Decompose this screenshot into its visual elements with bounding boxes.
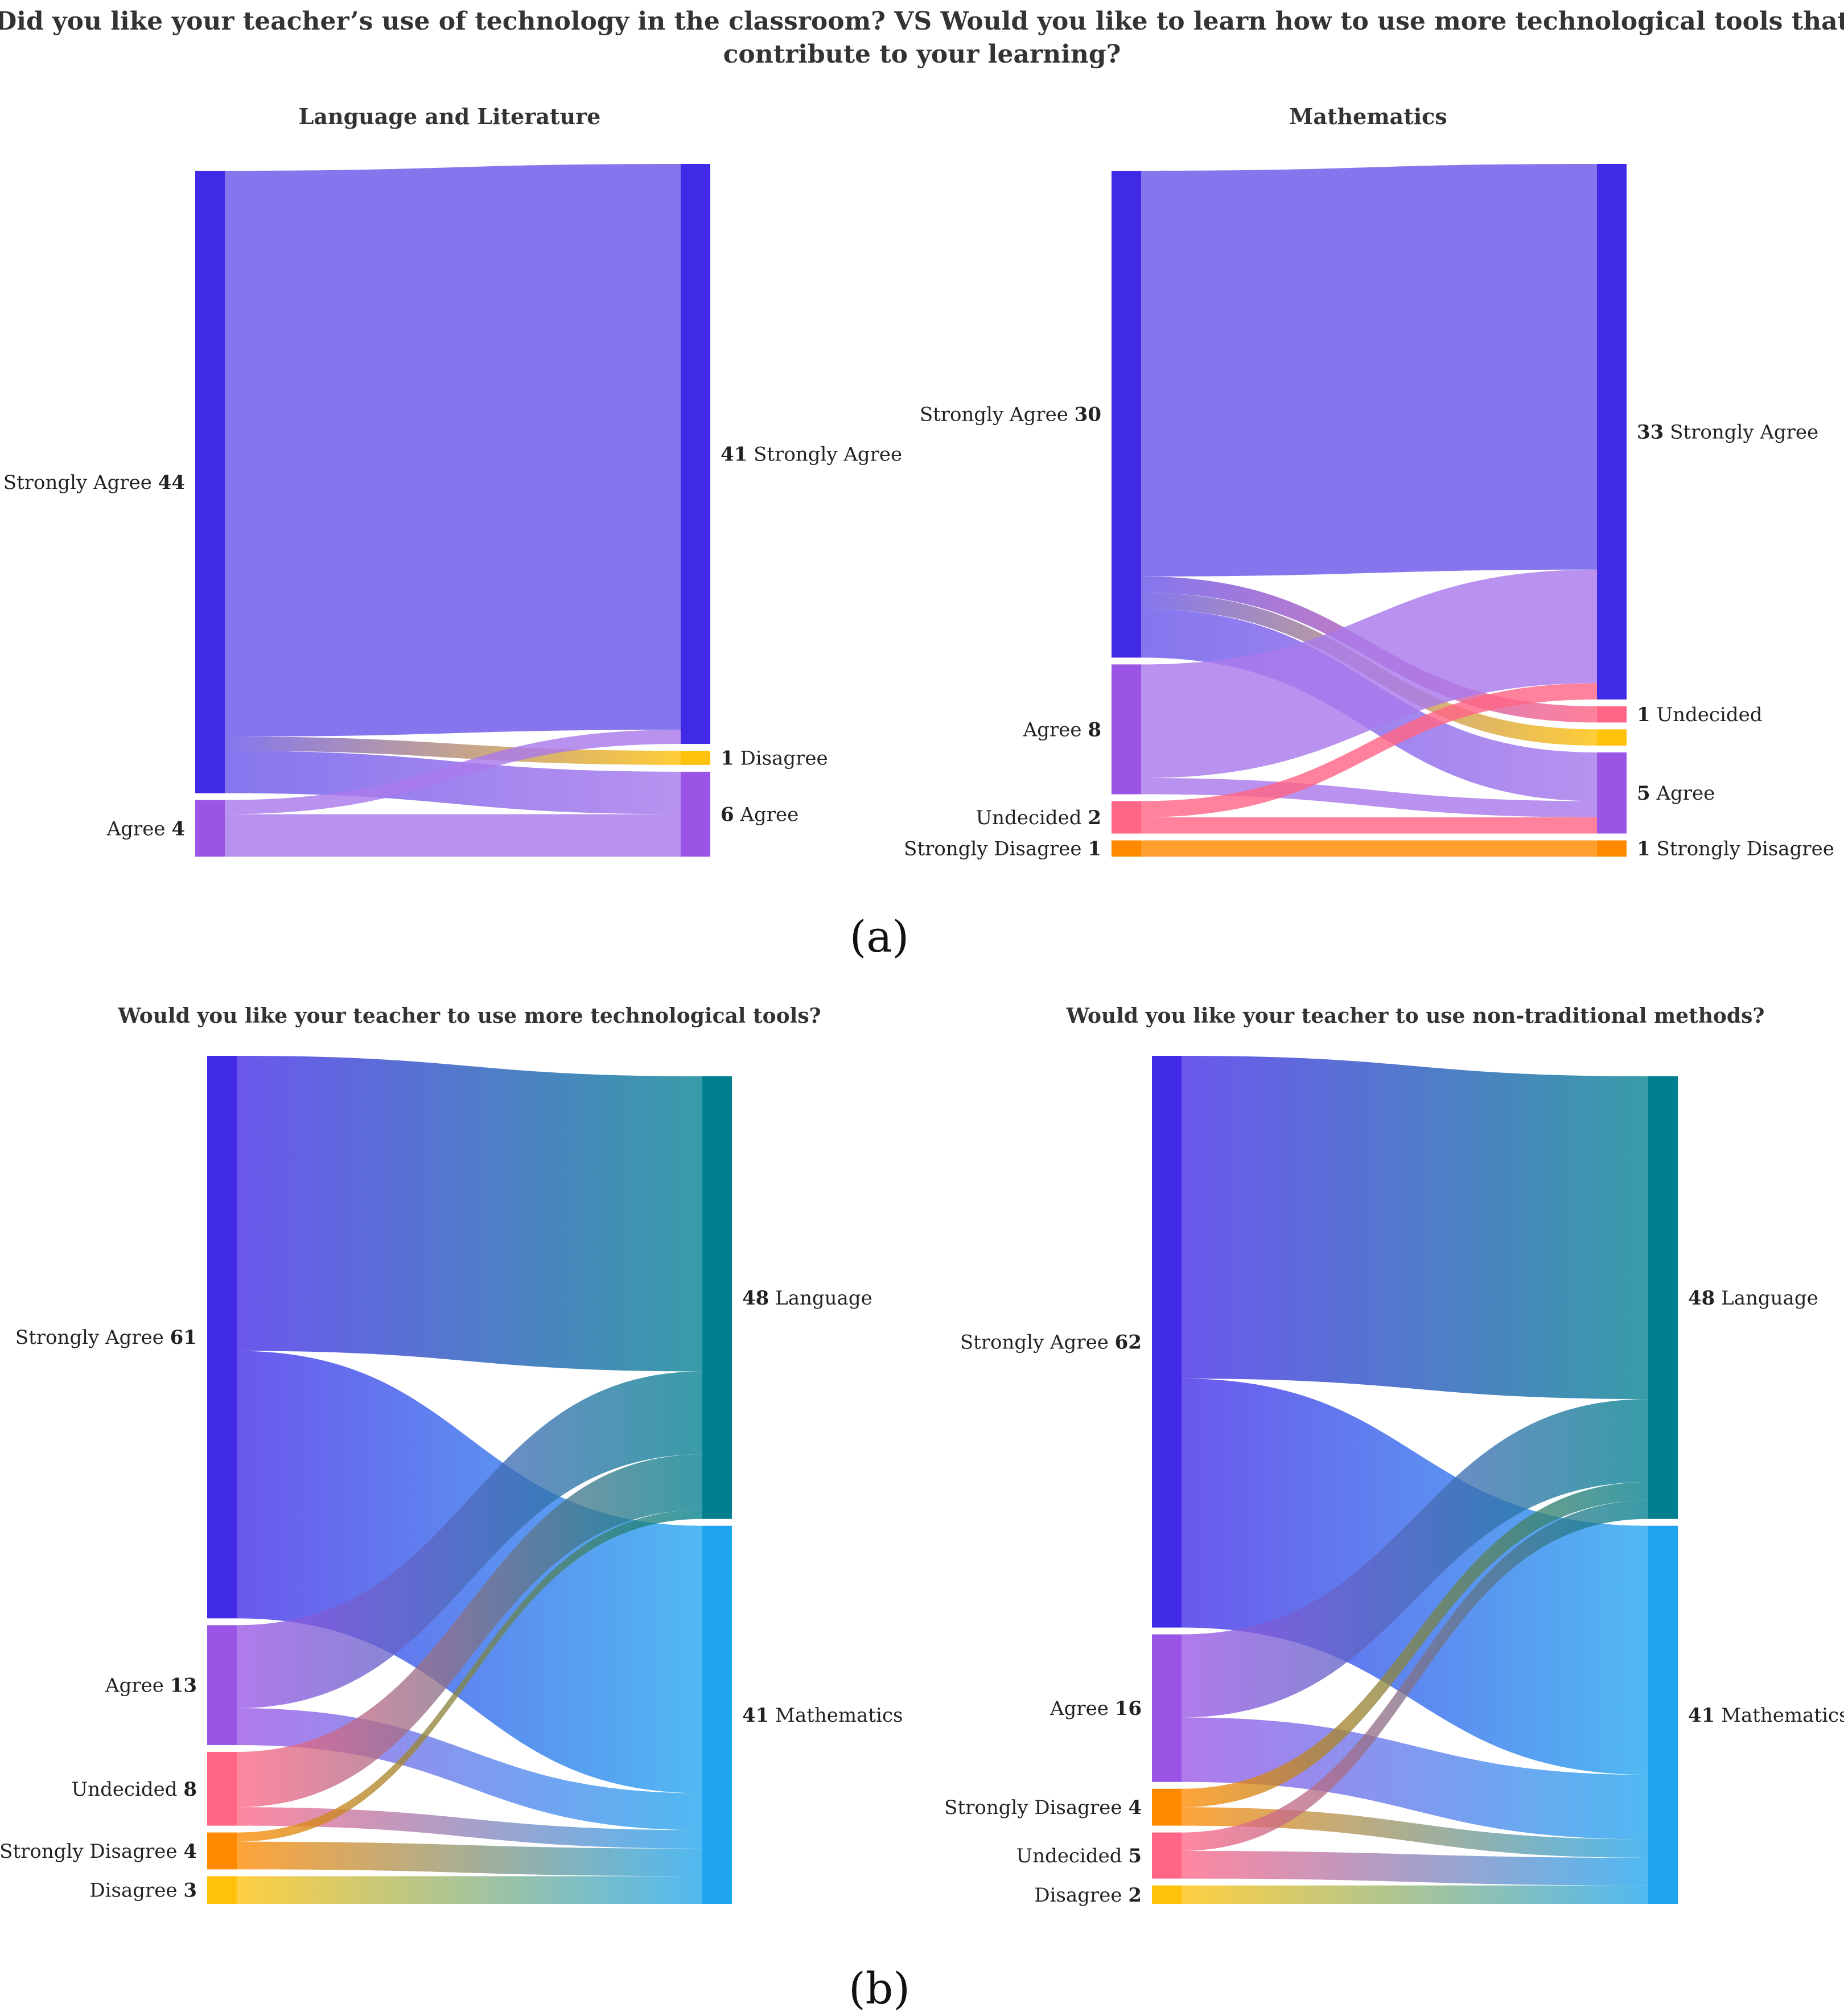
sankey-link-strongly-disagree-to-mathematics bbox=[1182, 1807, 1648, 1858]
sankey-link-strongly-disagree-to-language bbox=[1182, 1482, 1648, 1808]
sankey-mathematics: Mathematics Strongly Agree 30 Agree 8 Undec… bbox=[904, 104, 1834, 861]
chart-title: Mathematics bbox=[1289, 104, 1447, 129]
right-node-disagree bbox=[1597, 729, 1627, 746]
chart-title: Language and Literature bbox=[299, 104, 601, 129]
right-node-language bbox=[702, 1076, 732, 1519]
left-label-undecided: Undecided 2 bbox=[976, 807, 1101, 829]
left-label-agree: Agree 4 bbox=[106, 817, 185, 840]
left-label-strongly-agree: Strongly Agree 61 bbox=[15, 1326, 197, 1349]
sankey-link-agree-to-agree bbox=[225, 814, 681, 857]
sankey-link-disagree-to-mathematics bbox=[237, 1876, 702, 1904]
sankey-link-strongly-agree-to-strongly-agree bbox=[1141, 164, 1597, 577]
panel-a-label: (a) bbox=[850, 911, 909, 962]
left-label-undecided: Undecided 8 bbox=[72, 1778, 197, 1801]
right-node-language bbox=[1648, 1076, 1678, 1519]
right-label-agree: 6 Agree bbox=[721, 803, 798, 826]
sankey-more-technological-tools: Would you like your teacher to use more … bbox=[0, 1004, 903, 1904]
left-node-disagree bbox=[207, 1876, 237, 1904]
left-node-agree bbox=[207, 1625, 237, 1745]
left-node-undecided bbox=[1112, 801, 1141, 834]
main-title-line1: Did you like your teacher’s use of techn… bbox=[0, 7, 1844, 36]
left-node-agree bbox=[1152, 1634, 1182, 1782]
sankey-link-disagree-to-mathematics bbox=[1182, 1885, 1648, 1904]
sankey-non-traditional-methods: Would you like your teacher to use non-t… bbox=[944, 1004, 1844, 1907]
sankey-link-agree-to-language bbox=[237, 1371, 702, 1709]
right-label-agree: 5 Agree bbox=[1637, 782, 1715, 805]
sankey-link-strongly-agree-to-disagree bbox=[225, 737, 681, 765]
right-label-mathematics: 41 Mathematics bbox=[742, 1704, 903, 1727]
left-node-strongly-agree bbox=[207, 1056, 237, 1619]
right-label-strongly-agree: 33 Strongly Agree bbox=[1637, 421, 1818, 443]
right-node-strongly-agree bbox=[681, 164, 710, 744]
chart-title: Would you like your teacher to use more … bbox=[117, 1004, 821, 1028]
right-node-agree bbox=[1597, 752, 1627, 834]
sankey-link-strongly-agree-to-language bbox=[237, 1056, 702, 1372]
left-node-undecided bbox=[1152, 1832, 1182, 1879]
sankey-links bbox=[1182, 1056, 1648, 1904]
left-node-strongly-disagree bbox=[1112, 840, 1141, 857]
sankey-link-undecided-to-agree bbox=[1141, 817, 1597, 834]
right-node-strongly-agree bbox=[1597, 164, 1627, 700]
right-label-strongly-agree: 41 Strongly Agree bbox=[721, 443, 902, 466]
sankey-link-agree-to-agree bbox=[1141, 777, 1597, 817]
panel-b-label: (b) bbox=[849, 1963, 910, 2014]
sankey-language-literature: Language and Literature Strongly Agree 44… bbox=[3, 104, 902, 857]
sankey-link-strongly-disagree-to-language bbox=[237, 1509, 702, 1842]
sankey-link-strongly-disagree-to-strongly-disagree bbox=[1141, 840, 1597, 857]
right-label-strongly-disagree: 1 Strongly Disagree bbox=[1637, 838, 1834, 861]
right-node-mathematics bbox=[1648, 1525, 1678, 1904]
left-label-strongly-agree: Strongly Agree 30 bbox=[920, 404, 1101, 426]
chart-title: Would you like your teacher to use non-t… bbox=[1066, 1004, 1765, 1028]
left-node-undecided bbox=[207, 1751, 237, 1826]
left-node-strongly-agree bbox=[1152, 1056, 1182, 1628]
left-label-strongly-agree: Strongly Agree 62 bbox=[960, 1331, 1142, 1353]
right-label-mathematics: 41 Mathematics bbox=[1688, 1704, 1844, 1727]
sankey-links bbox=[1141, 164, 1597, 857]
main-title-line2: contribute to your learning? bbox=[723, 40, 1121, 69]
sankey-links bbox=[237, 1056, 702, 1904]
left-label-strongly-disagree: Strongly Disagree 4 bbox=[944, 1796, 1142, 1819]
sankey-link-agree-to-strongly-agree bbox=[1141, 569, 1597, 778]
left-node-strongly-disagree bbox=[207, 1832, 237, 1870]
right-node-strongly-disagree bbox=[1597, 840, 1627, 857]
sankey-link-strongly-agree-to-strongly-agree bbox=[225, 164, 681, 737]
right-node-undecided bbox=[1597, 706, 1627, 723]
left-node-strongly-disagree bbox=[1152, 1788, 1182, 1826]
left-label-strongly-agree: Strongly Agree 44 bbox=[3, 471, 185, 494]
left-node-strongly-agree bbox=[195, 171, 225, 793]
left-label-agree: Agree 16 bbox=[1049, 1697, 1142, 1720]
right-label-disagree: 1 Disagree bbox=[721, 747, 828, 770]
left-label-agree: Agree 13 bbox=[105, 1674, 197, 1697]
sankey-link-undecided-to-language bbox=[237, 1454, 702, 1808]
sankey-link-agree-to-mathematics bbox=[1182, 1717, 1648, 1840]
right-label-undecided: 1 Undecided bbox=[1637, 703, 1762, 726]
right-label-language: 48 Language bbox=[1688, 1287, 1818, 1310]
left-label-undecided: Undecided 5 bbox=[1016, 1845, 1142, 1867]
left-label-strongly-disagree: Strongly Disagree 1 bbox=[904, 838, 1101, 861]
sankey-link-undecided-to-strongly-agree bbox=[1141, 683, 1597, 817]
sankey-link-strongly-disagree-to-mathematics bbox=[237, 1841, 702, 1877]
sankey-link-agree-to-strongly-agree bbox=[225, 730, 681, 814]
sankey-link-undecided-to-mathematics bbox=[237, 1807, 702, 1849]
left-node-strongly-agree bbox=[1112, 171, 1141, 658]
left-label-agree: Agree 8 bbox=[1023, 718, 1101, 741]
sankey-link-agree-to-language bbox=[1182, 1399, 1648, 1718]
right-node-agree bbox=[681, 771, 710, 857]
right-label-language: 48 Language bbox=[742, 1287, 872, 1310]
left-label-disagree: Disagree 3 bbox=[89, 1879, 197, 1902]
sankey-link-strongly-agree-to-agree bbox=[225, 751, 681, 814]
left-label-strongly-disagree: Strongly Disagree 4 bbox=[0, 1840, 197, 1863]
left-node-agree bbox=[1112, 664, 1141, 795]
left-label-disagree: Disagree 2 bbox=[1034, 1884, 1142, 1907]
left-node-agree bbox=[195, 800, 225, 857]
right-node-mathematics bbox=[702, 1525, 732, 1904]
sankey-link-undecided-to-language bbox=[1182, 1500, 1648, 1851]
sankey-link-undecided-to-mathematics bbox=[1182, 1850, 1648, 1886]
right-node-disagree bbox=[681, 751, 710, 765]
sankey-link-strongly-agree-to-language bbox=[1182, 1056, 1648, 1400]
left-node-disagree bbox=[1152, 1885, 1182, 1904]
sankey-links bbox=[225, 164, 681, 857]
